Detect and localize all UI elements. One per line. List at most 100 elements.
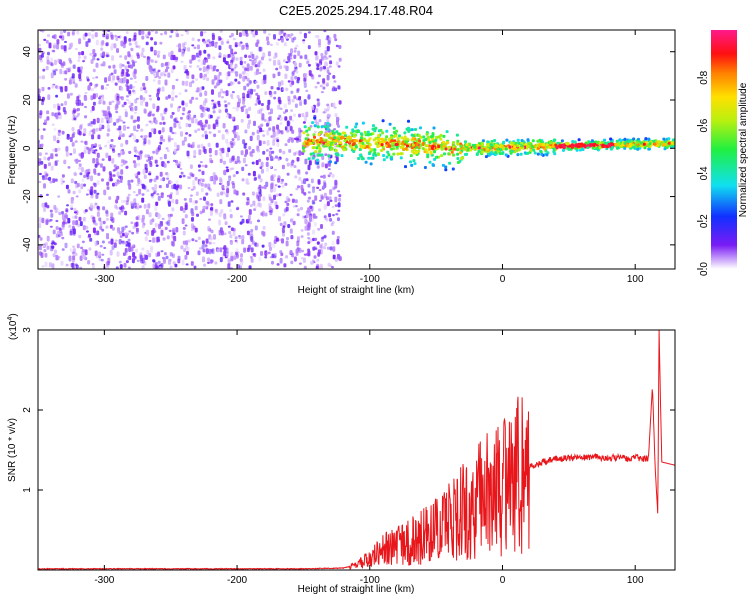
- heatmap-cell: [543, 147, 547, 151]
- heatmap-cell: [335, 156, 339, 163]
- heatmap-cell: [78, 216, 82, 222]
- heatmap-cell: [199, 86, 203, 92]
- heatmap-cell: [258, 71, 262, 75]
- heatmap-cell: [86, 230, 89, 233]
- heatmap-cell: [315, 55, 319, 61]
- heatmap-cell: [285, 109, 288, 113]
- heatmap-cell: [648, 142, 652, 146]
- heatmap-cell: [175, 162, 179, 166]
- heatmap-cell: [410, 146, 414, 150]
- heatmap-cell: [181, 259, 185, 266]
- heatmap-cell: [240, 106, 244, 113]
- heatmap-cell: [84, 32, 88, 37]
- heatmap-cell: [270, 86, 274, 90]
- heatmap-cell: [217, 100, 221, 105]
- heatmap-cell: [323, 65, 326, 70]
- heatmap-cell: [316, 62, 320, 67]
- heatmap-cell: [155, 71, 159, 78]
- heatmap-cell: [141, 257, 145, 264]
- heatmap-cell: [272, 157, 276, 160]
- heatmap-cell: [181, 112, 185, 116]
- heatmap-cell: [329, 136, 333, 140]
- heatmap-cell: [231, 81, 235, 85]
- heatmap-cell: [277, 117, 281, 120]
- heatmap-cell: [268, 115, 272, 122]
- heatmap-cell: [232, 37, 236, 41]
- heatmap-cell: [338, 141, 342, 145]
- heatmap-cell: [341, 131, 345, 135]
- heatmap-cell: [191, 80, 195, 84]
- heatmap-cell: [199, 120, 203, 126]
- heatmap-cell: [278, 99, 282, 105]
- heatmap-cell: [59, 35, 63, 39]
- heatmap-cell: [247, 244, 251, 250]
- heatmap-cell: [666, 144, 670, 148]
- heatmap-cell: [130, 115, 134, 120]
- heatmap-cell: [180, 60, 184, 63]
- heatmap-cell: [301, 249, 305, 253]
- heatmap-cell: [110, 34, 114, 40]
- heatmap-cell: [307, 207, 311, 213]
- heatmap-cell: [41, 175, 45, 178]
- heatmap-cell: [80, 167, 84, 173]
- heatmap-cell: [290, 235, 294, 240]
- heatmap-cell: [360, 136, 363, 140]
- heatmap-cell: [186, 150, 190, 157]
- heatmap-cell: [214, 208, 218, 213]
- heatmap-cell: [267, 33, 271, 36]
- heatmap-cell: [305, 171, 309, 175]
- heatmap-cell: [447, 145, 451, 149]
- heatmap-cell: [245, 178, 249, 185]
- heatmap-cell: [276, 124, 279, 130]
- heatmap-cell: [338, 57, 342, 62]
- heatmap-cell: [533, 151, 537, 155]
- heatmap-cell: [283, 263, 287, 268]
- colorbar-gradient: [711, 30, 737, 269]
- heatmap-cell: [204, 244, 208, 248]
- heatmap-cell: [154, 51, 158, 54]
- heatmap-cell: [78, 234, 82, 239]
- heatmap-cell: [51, 84, 55, 89]
- heatmap-cell: [233, 134, 237, 139]
- heatmap-cell: [244, 54, 248, 58]
- heatmap-cell: [182, 240, 186, 245]
- heatmap-cell: [278, 62, 282, 66]
- heatmap-cell: [152, 237, 156, 243]
- heatmap-cell: [201, 106, 205, 113]
- heatmap-cell: [322, 78, 326, 84]
- heatmap-cell: [310, 260, 314, 265]
- heatmap-cell: [290, 33, 294, 36]
- heatmap-cell: [257, 100, 261, 105]
- heatmap-cell: [189, 81, 192, 88]
- heatmap-cell: [314, 51, 318, 56]
- heatmap-cell: [254, 225, 258, 231]
- heatmap-cell: [422, 147, 425, 151]
- heatmap-cell: [287, 224, 291, 229]
- heatmap-cell: [155, 265, 159, 269]
- heatmap-cell: [239, 60, 243, 66]
- heatmap-cell: [202, 256, 205, 263]
- heatmap-cell: [197, 250, 201, 256]
- heatmap-frame: [37, 29, 676, 270]
- heatmap-cell: [46, 245, 50, 250]
- heatmap-cell: [208, 241, 212, 245]
- heatmap-cell: [56, 39, 60, 45]
- heatmap-cell: [311, 218, 315, 222]
- heatmap-cell: [91, 87, 94, 92]
- heatmap-cell: [195, 52, 199, 58]
- heatmap-cell: [164, 79, 168, 85]
- heatmap-cell: [184, 214, 188, 219]
- heatmap-cell: [218, 212, 222, 218]
- heatmap-cell: [218, 55, 222, 58]
- heatmap-cell: [312, 213, 316, 219]
- heatmap-cell: [305, 111, 309, 118]
- heatmap-cell: [314, 247, 318, 250]
- heatmap-cell: [320, 56, 324, 61]
- heatmap-cell: [300, 235, 304, 238]
- heatmap-cell: [98, 99, 102, 105]
- heatmap-cell: [200, 113, 204, 118]
- heatmap-cell: [270, 108, 273, 115]
- heatmap-cell: [243, 61, 247, 64]
- heatmap-cell: [290, 48, 293, 54]
- heatmap-cell: [261, 244, 265, 248]
